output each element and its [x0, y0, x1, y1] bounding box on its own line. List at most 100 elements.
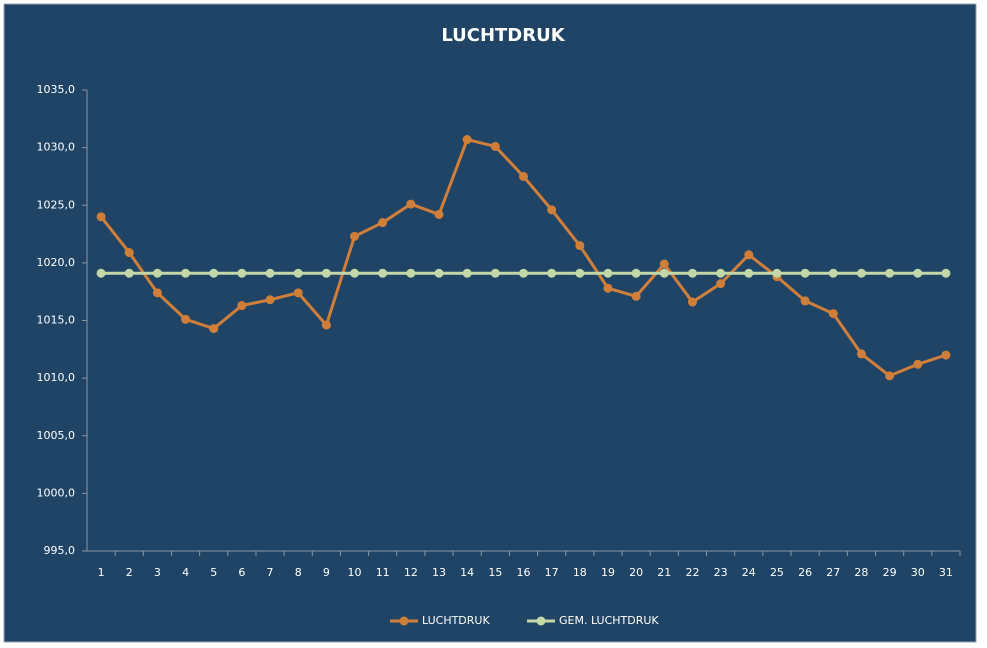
x-tick-label: 5	[210, 566, 217, 579]
x-tick-label: 12	[404, 566, 418, 579]
x-tick-label: 6	[238, 566, 245, 579]
x-tick-label: 17	[545, 566, 559, 579]
data-point	[181, 268, 191, 278]
data-point	[744, 268, 754, 278]
data-point	[490, 268, 500, 278]
x-tick-label: 23	[714, 566, 728, 579]
x-tick-label: 16	[517, 566, 531, 579]
legend-marker	[399, 616, 409, 626]
data-point	[603, 283, 613, 293]
y-tick-label: 1000,0	[37, 486, 76, 499]
data-point	[631, 291, 641, 301]
data-point	[856, 268, 866, 278]
data-point	[209, 268, 219, 278]
data-point	[350, 268, 360, 278]
data-point	[687, 268, 697, 278]
x-tick-label: 30	[911, 566, 925, 579]
data-point	[800, 296, 810, 306]
x-tick-label: 20	[629, 566, 643, 579]
data-point	[406, 199, 416, 209]
x-tick-label: 22	[685, 566, 699, 579]
data-point	[885, 371, 895, 381]
data-point	[124, 268, 134, 278]
data-point	[800, 268, 810, 278]
x-tick-label: 31	[939, 566, 953, 579]
data-point	[885, 268, 895, 278]
data-point	[687, 297, 697, 307]
data-point	[941, 268, 951, 278]
data-point	[321, 320, 331, 330]
x-tick-label: 10	[348, 566, 362, 579]
data-point	[378, 218, 388, 228]
data-point	[659, 268, 669, 278]
y-tick-label: 995,0	[44, 544, 76, 557]
data-point	[856, 349, 866, 359]
data-point	[406, 268, 416, 278]
y-tick-label: 1020,0	[37, 256, 76, 269]
data-point	[152, 288, 162, 298]
x-tick-label: 28	[854, 566, 868, 579]
data-point	[237, 268, 247, 278]
data-point	[490, 141, 500, 151]
x-tick-label: 9	[323, 566, 330, 579]
y-tick-label: 1035,0	[37, 83, 76, 96]
data-point	[378, 268, 388, 278]
x-tick-label: 7	[267, 566, 274, 579]
x-tick-label: 2	[126, 566, 133, 579]
data-point	[575, 241, 585, 251]
data-point	[716, 268, 726, 278]
data-point	[96, 268, 106, 278]
data-point	[716, 279, 726, 289]
legend-label: GEM. LUCHTDRUK	[559, 614, 659, 627]
y-tick-label: 1005,0	[37, 429, 76, 442]
data-point	[209, 324, 219, 334]
y-tick-label: 1030,0	[37, 141, 76, 154]
x-tick-label: 14	[460, 566, 474, 579]
x-tick-label: 1	[98, 566, 105, 579]
x-tick-label: 13	[432, 566, 446, 579]
data-point	[237, 301, 247, 311]
data-point	[828, 309, 838, 319]
x-tick-label: 24	[742, 566, 756, 579]
data-point	[462, 268, 472, 278]
data-point	[631, 268, 641, 278]
data-point	[181, 314, 191, 324]
data-point	[519, 171, 528, 181]
data-point	[603, 268, 613, 278]
data-point	[828, 268, 838, 278]
x-tick-label: 15	[488, 566, 502, 579]
data-point	[434, 209, 444, 219]
legend-label: LUCHTDRUK	[422, 614, 490, 627]
x-tick-label: 3	[154, 566, 161, 579]
data-point	[547, 205, 557, 215]
data-point	[575, 268, 585, 278]
data-point	[547, 268, 557, 278]
x-tick-label: 25	[770, 566, 784, 579]
data-point	[772, 268, 782, 278]
data-point	[293, 268, 303, 278]
data-point	[265, 268, 275, 278]
chart-title: LUCHTDRUK	[441, 25, 565, 46]
data-point	[96, 212, 106, 222]
x-tick-label: 4	[182, 566, 189, 579]
x-tick-label: 29	[883, 566, 897, 579]
y-tick-label: 1010,0	[37, 371, 76, 384]
data-point	[913, 268, 923, 278]
x-tick-label: 27	[826, 566, 840, 579]
legend-marker	[536, 616, 546, 626]
x-tick-label: 26	[798, 566, 812, 579]
data-point	[321, 268, 331, 278]
data-point	[152, 268, 162, 278]
data-point	[913, 359, 923, 369]
data-point	[659, 259, 669, 269]
data-point	[350, 231, 360, 241]
data-point	[124, 248, 134, 258]
data-point	[941, 350, 951, 360]
y-tick-label: 1015,0	[37, 314, 76, 327]
data-point	[434, 268, 444, 278]
data-point	[265, 295, 275, 305]
y-tick-label: 1025,0	[37, 198, 76, 211]
x-tick-label: 11	[376, 566, 390, 579]
